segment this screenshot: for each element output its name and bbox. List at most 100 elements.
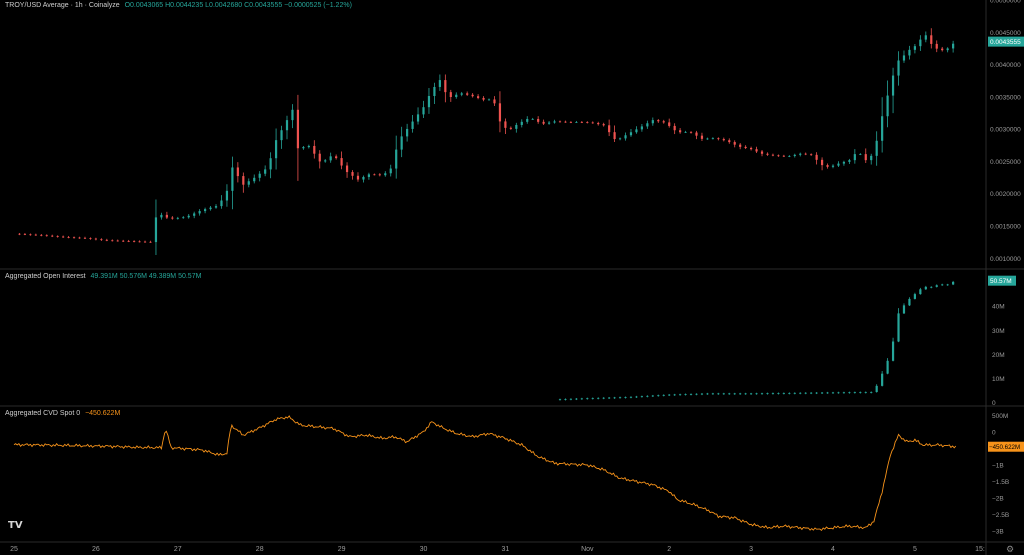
price-candle-body (706, 138, 709, 140)
price-candle-body (711, 138, 714, 140)
oi-candle-body (804, 392, 807, 394)
oi-candle-body (793, 392, 796, 394)
price-candle-body (542, 121, 545, 124)
price-candle-body (285, 120, 289, 131)
oi-tick-label: 20M (992, 352, 1005, 359)
oi-candle-body (744, 393, 747, 395)
price-candle-body (553, 121, 556, 123)
oi-legend: Aggregated Open Interest 49.391M 50.576M… (5, 273, 201, 280)
price-candle-body (444, 80, 447, 93)
oi-candle-body (673, 394, 676, 396)
time-tick-label: 26 (92, 546, 100, 553)
price-candle-body (253, 177, 256, 182)
price-candle-body (149, 241, 152, 243)
price-candle-body (640, 126, 643, 130)
price-candle-body (597, 122, 600, 125)
price-candle-body (411, 121, 414, 129)
oi-tick-label: 40M (992, 304, 1005, 311)
oi-candle-body (930, 286, 933, 288)
price-candle-body (269, 158, 272, 170)
oi-candle-body (684, 394, 687, 395)
oi-candle-body (946, 284, 949, 286)
price-candle-body (624, 135, 627, 139)
time-tick-label: 27 (174, 546, 182, 553)
oi-candle-body (657, 395, 660, 397)
oi-candle-body (826, 392, 829, 394)
oi-candle-body (870, 392, 873, 393)
price-candle-body (182, 217, 185, 219)
last-oi-label: 50.57M (990, 278, 1012, 285)
price-candle-body (580, 122, 583, 123)
cvd-tick-label: 500M (992, 413, 1008, 420)
oi-candle-body (952, 281, 955, 285)
price-candle-body (941, 48, 944, 51)
price-candle-body (231, 167, 234, 191)
oi-candle-body (941, 284, 944, 286)
price-candle-body (618, 138, 622, 140)
price-candle-body (187, 215, 190, 218)
price-candle-body (406, 128, 409, 137)
oi-candle-body (651, 395, 654, 397)
price-candle-body (100, 239, 103, 241)
time-tick-label: 5 (913, 546, 917, 553)
price-candle-body (335, 156, 338, 159)
oi-candle-body (913, 294, 916, 299)
oi-candle-body (640, 396, 643, 398)
price-candle-body (356, 175, 360, 180)
oi-tick-label: 10M (992, 376, 1005, 383)
price-candle-body (487, 99, 491, 101)
gear-icon[interactable]: ⚙ (1006, 544, 1015, 554)
price-candle-body (127, 240, 130, 242)
oi-candle-body (706, 393, 709, 395)
price-candle-body (750, 148, 753, 150)
oi-candle-body (842, 392, 846, 394)
price-candle-body (722, 139, 725, 141)
price-candle-body (247, 181, 250, 185)
price-candle-body (258, 173, 261, 178)
last-cvd-badge (988, 441, 1024, 452)
price-candle-body (94, 238, 97, 240)
price-candle-body (728, 140, 731, 143)
price-candle-body (18, 233, 21, 235)
price-candle-body (116, 240, 119, 242)
price-candle-body (466, 93, 469, 95)
price-candle-body (668, 122, 671, 126)
oi-candle-body (799, 392, 802, 394)
tradingview-logo-icon[interactable]: TV (8, 520, 23, 531)
price-tick-label: 0.0015000 (990, 224, 1021, 231)
price-tick-label: 0.0030000 (990, 127, 1021, 134)
price-tick-label: 0.0040000 (990, 62, 1021, 69)
oi-candle-body (919, 289, 922, 295)
price-candle-body (72, 237, 76, 239)
price-candle-body (930, 35, 933, 44)
time-tick-label: 25 (10, 546, 18, 553)
price-candle-body (455, 94, 458, 98)
oi-candle-body (859, 392, 862, 393)
price-candle-body (509, 127, 512, 129)
price-candle-body (378, 174, 381, 176)
price-candle-body (143, 241, 147, 243)
oi-tick-label: 0 (992, 400, 996, 407)
price-candle-body (913, 46, 916, 50)
price-candle-body (777, 155, 780, 157)
price-candle-body (384, 173, 387, 176)
price-candle-body (395, 149, 398, 169)
price-candle-body (373, 174, 376, 176)
oi-candle-body (662, 394, 665, 396)
price-candle-body (122, 240, 125, 242)
time-tick-label: 2 (667, 546, 671, 553)
oi-candle-body (886, 360, 889, 374)
price-candle-body (755, 149, 758, 152)
oi-candle-body (646, 395, 649, 397)
oi-candle-body (575, 398, 578, 400)
price-candle-body (400, 136, 403, 150)
price-candle-body (56, 236, 59, 237)
price-candle-body (820, 159, 824, 166)
price-candle-body (460, 93, 463, 95)
price-candle-body (864, 154, 867, 161)
oi-candle-body (564, 399, 567, 400)
price-candle-body (608, 125, 611, 133)
price-candle-body (673, 125, 676, 131)
price-candle-body (498, 103, 502, 122)
